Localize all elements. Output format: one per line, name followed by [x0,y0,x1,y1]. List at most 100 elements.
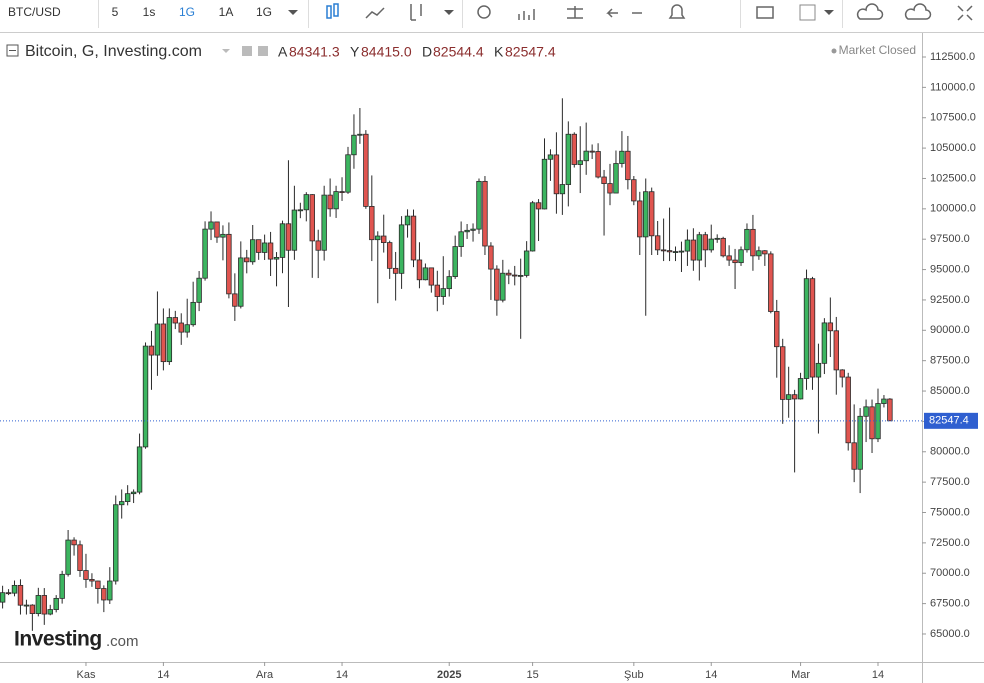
interval-button[interactable]: 1s [143,5,156,19]
y-tick-label: 92500.0 [930,294,970,306]
candle-body [672,251,679,253]
draw-icon[interactable] [410,4,422,21]
candle-body [267,242,274,260]
candle-body [446,276,452,290]
candle-body [708,238,714,251]
candle-body [625,150,631,181]
candle-body [172,317,178,324]
x-tick-label: 14 [705,669,717,681]
candle-body [255,239,262,253]
dropdown[interactable] [824,10,834,15]
candle-body [416,259,423,281]
candle-body [333,191,339,210]
candle-body [363,133,369,207]
load-icon[interactable] [856,3,884,20]
candle-body [309,194,315,242]
alert-icon[interactable] [668,4,686,19]
color-box[interactable] [799,4,816,21]
last-price-label: 82547.4 [929,415,969,427]
candle-body [392,267,399,274]
settings-icon[interactable] [477,5,491,19]
candle-body [458,231,464,248]
candle-body [541,158,548,210]
compare-icon[interactable] [567,6,583,19]
candle-body [154,323,161,356]
candle-body [589,150,595,153]
camera-icon[interactable] [756,6,774,19]
candle-body [702,234,708,251]
undo-redo[interactable] [606,8,642,18]
candle-body [250,239,256,263]
interval-button[interactable]: 5 [112,5,119,19]
candle-body [5,592,12,595]
candle-body [726,255,732,261]
interval-button[interactable]: 1A [219,5,234,19]
ohlc-key: K [494,44,504,60]
candle-body [720,237,726,257]
candle-body [648,191,655,237]
candle-body [404,215,411,226]
settings-button[interactable] [258,46,268,56]
symbol[interactable]: BTC/USD [8,5,61,19]
candle-body [535,202,542,210]
candle-body [422,267,429,281]
y-tick-label: 67500.0 [930,598,970,610]
x-tick-label: Ara [256,669,274,681]
candle-body [166,317,173,363]
y-tick-label: 77500.0 [930,476,970,488]
candle-body [273,257,280,260]
last-price-box [924,412,978,429]
candle-body [339,191,345,193]
watermark-suffix: .com [106,633,139,650]
candle-body [577,160,583,165]
y-tick-label: 72500.0 [930,537,970,549]
candle-body [160,323,167,363]
candle-body [142,345,149,448]
fullscreen-icon[interactable] [957,5,973,21]
hide-button[interactable] [242,46,252,56]
candle-body [113,504,119,582]
candle-body [29,604,36,614]
candle-body [95,580,101,589]
dropdown[interactable] [288,10,298,15]
candle-body [482,180,488,247]
toolbar [0,0,984,32]
y-tick-label: 110000.0 [930,81,975,93]
candle-body [774,311,780,348]
candle-body [827,322,834,332]
dropdown[interactable] [444,10,454,15]
candle-body [345,154,351,193]
ohlc-value: 82547.4 [505,44,556,60]
interval-button[interactable]: 1G [179,5,195,19]
candle-body [101,588,107,601]
collapse-icon[interactable] [6,44,19,57]
candle-body [690,239,697,261]
candle-body [512,274,518,277]
candle-body [744,228,750,251]
candle-body [17,584,24,606]
x-tick-label: 2025 [437,669,461,681]
candle-body [839,369,845,378]
candle-body [845,376,851,444]
candle-body [208,221,214,230]
interval-button[interactable]: 1G [256,5,272,19]
candle-body [0,592,6,603]
candle-body [494,268,500,301]
candle-body [869,406,875,440]
candle-icon[interactable] [326,3,339,19]
save-icon[interactable] [904,3,932,20]
candle-body [815,362,822,378]
indicator-icon[interactable] [518,9,535,20]
line-icon[interactable] [365,7,385,19]
candle-body [53,597,59,610]
candle-body [434,284,441,297]
dropdown[interactable] [222,49,230,53]
candle-body [238,257,244,307]
watermark-brand: Investing [14,628,102,651]
candle-body [762,250,768,255]
y-tick-label: 85000.0 [930,385,970,397]
candle-body [517,274,524,277]
candle-body [809,278,816,378]
candle-body [428,267,435,286]
